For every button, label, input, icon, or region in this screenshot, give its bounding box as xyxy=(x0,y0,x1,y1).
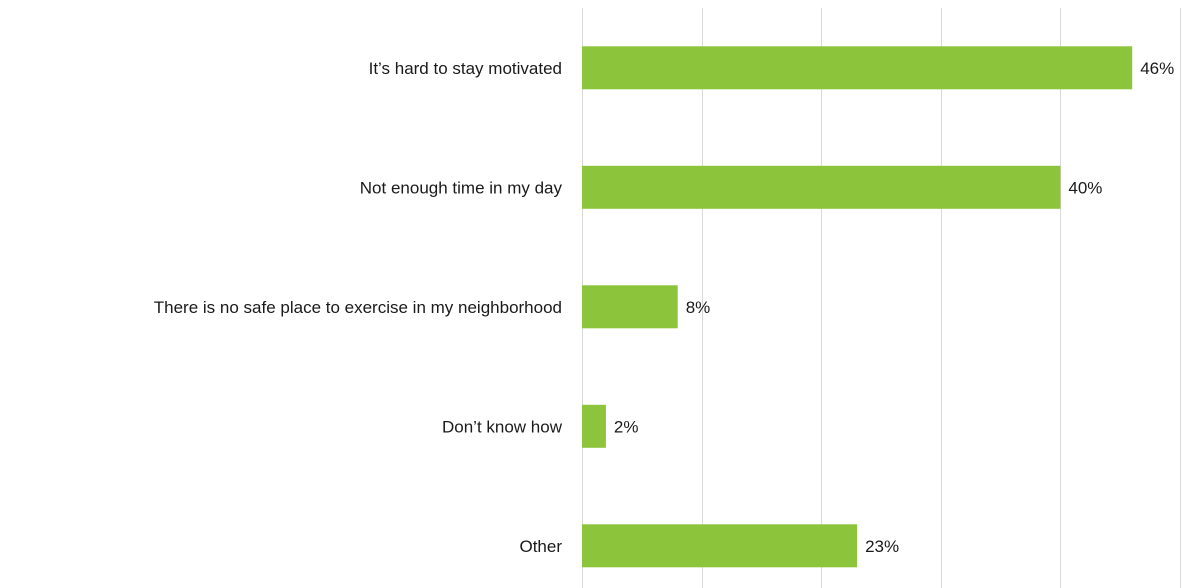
category-label-3: Don’t know how xyxy=(442,417,563,436)
data-label-4: 23% xyxy=(865,537,899,556)
category-label-0: It’s hard to stay motivated xyxy=(369,59,562,78)
bar-2 xyxy=(582,285,678,329)
data-label-0: 46% xyxy=(1140,59,1174,78)
category-label-4: Other xyxy=(519,537,562,556)
data-label-2: 8% xyxy=(686,298,711,317)
category-label-2: There is no safe place to exercise in my… xyxy=(154,298,562,317)
bar-3 xyxy=(582,404,606,448)
data-label-1: 40% xyxy=(1068,178,1102,197)
bars xyxy=(582,46,1133,568)
labels: It’s hard to stay motivated 46% Not enough… xyxy=(154,59,1174,556)
bar-4 xyxy=(582,524,858,568)
bar-0 xyxy=(582,46,1133,90)
gridlines xyxy=(582,8,1181,588)
category-label-1: Not enough time in my day xyxy=(360,178,563,197)
data-label-3: 2% xyxy=(614,417,639,436)
bar-1 xyxy=(582,165,1061,209)
